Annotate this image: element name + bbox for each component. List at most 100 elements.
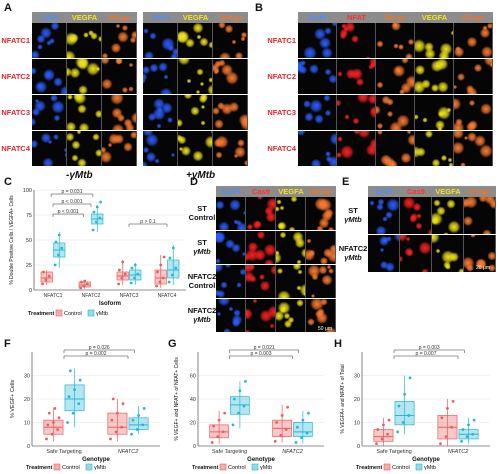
- panel-a-row-label: NFATC4: [1, 144, 30, 153]
- significance-bracket: [128, 223, 168, 227]
- data-point: [110, 418, 114, 422]
- data-point: [92, 210, 96, 214]
- panel-e-channel-cas9: Cas9: [400, 186, 432, 197]
- x-tick-label: NFATC3: [120, 293, 139, 299]
- data-point: [121, 402, 125, 406]
- significance-bracket: [50, 193, 94, 197]
- panel-a-minus-channel-dapi: DAPI: [32, 12, 67, 23]
- x-tick-label: NFATC2: [82, 293, 101, 299]
- panel-e-row-label: ST γMtb: [344, 206, 362, 224]
- legend-item: Control: [64, 311, 82, 317]
- p-value-label: p = 0.002: [86, 351, 107, 357]
- panel-label-d: D: [190, 176, 198, 188]
- data-point: [57, 233, 61, 237]
- y-axis-title: % VEGF+ and NFAT+ of NFAT+ Cells: [174, 357, 180, 441]
- legend-item: γMtb: [260, 465, 272, 471]
- data-point: [407, 414, 411, 417]
- panel-label-e: E: [342, 176, 350, 188]
- p-value-label: p = 0.021: [254, 345, 275, 351]
- data-point: [279, 434, 283, 437]
- data-point: [114, 430, 118, 434]
- data-point: [439, 442, 442, 446]
- data-point: [131, 418, 135, 422]
- legend-swatch: [55, 309, 63, 317]
- data-point: [155, 284, 158, 288]
- data-point: [450, 425, 454, 429]
- data-point: [109, 437, 112, 441]
- panel-b-image-tile: [376, 59, 415, 94]
- data-point: [237, 411, 240, 415]
- data-point: [130, 432, 133, 436]
- panel-a-image-tile: [143, 59, 178, 94]
- data-point: [295, 425, 299, 429]
- data-point: [141, 423, 145, 427]
- legend-swatch: [85, 463, 93, 471]
- panel-d-image-tile: [306, 265, 336, 298]
- legend-swatch: [87, 309, 95, 317]
- panel-b-channel-nfat: NFAT: [337, 12, 376, 23]
- box: [167, 259, 180, 279]
- panel-d-row-label: ST γMtb: [193, 238, 211, 256]
- data-point: [168, 256, 172, 260]
- panel-b-channel-vegfa: VEGFA: [415, 12, 454, 23]
- data-point: [375, 442, 378, 446]
- panel-b-row-label: NFATC1: [267, 36, 296, 45]
- panel-b-image-tile: [415, 23, 454, 58]
- data-point: [47, 274, 51, 278]
- significance-bracket: [52, 203, 92, 207]
- y-tick-label: 0: [27, 444, 30, 450]
- data-point: [216, 435, 220, 438]
- data-point: [123, 272, 127, 276]
- panel-d-image-tile: [246, 265, 276, 298]
- box: [394, 400, 415, 426]
- data-point: [460, 439, 463, 443]
- panel-e-image-tile: [368, 197, 400, 234]
- x-tick-label: Safe Targeting: [376, 449, 411, 455]
- data-point: [446, 407, 449, 410]
- panel-d-image-tile: [276, 265, 306, 298]
- data-point: [401, 421, 405, 424]
- panel-label-g: G: [168, 338, 177, 350]
- data-point: [57, 253, 60, 257]
- panel-d-image-tile: [276, 197, 306, 230]
- significance-bracket: [229, 349, 300, 353]
- data-point: [129, 281, 133, 285]
- panel-b-channel-merge: Merge: [454, 12, 493, 23]
- panel-e-channel-dapi: DAPI: [368, 186, 400, 197]
- data-point: [387, 418, 391, 422]
- panel-a-image-tile: [213, 131, 248, 166]
- data-point: [472, 418, 476, 422]
- panel-label-c: C: [4, 176, 12, 188]
- data-point: [66, 421, 69, 424]
- panel-d-channel-merge: Merge: [306, 186, 336, 197]
- significance-bracket: [393, 349, 465, 353]
- panel-e-image-tile: [432, 197, 464, 234]
- data-point: [286, 405, 290, 409]
- panel-a-image-tile: [178, 95, 213, 130]
- data-point: [133, 263, 137, 267]
- panel-b-image-tile: [298, 23, 337, 58]
- significance-bracket: [229, 355, 293, 359]
- data-point: [50, 432, 54, 436]
- data-point: [77, 402, 81, 406]
- data-point: [284, 428, 288, 431]
- panel-d-image-tile: [216, 265, 246, 298]
- panel-d-channel-header: DAPI Cas9 VEGFA Merge: [216, 186, 336, 197]
- legend-swatch: [383, 463, 391, 471]
- panel-b-row-label: NFATC4: [267, 144, 296, 153]
- panel-e-image-tile: [464, 235, 496, 272]
- data-point: [121, 260, 125, 264]
- data-point: [117, 282, 120, 286]
- panel-a-image-tile: [102, 95, 137, 130]
- panel-a-plus-channel-dapi: DAPI: [143, 12, 178, 23]
- data-point: [159, 263, 163, 267]
- y-tick-label: 50: [26, 238, 32, 244]
- significance-bracket: [63, 349, 135, 353]
- data-point: [444, 435, 448, 438]
- data-point: [171, 246, 175, 250]
- panel-d-channel-vegfa: VEGFA: [276, 186, 306, 197]
- data-point: [120, 276, 124, 280]
- data-point: [403, 392, 406, 396]
- panel-d-channel-dapi: DAPI: [216, 186, 246, 197]
- panel-a-image-tile: [213, 59, 248, 94]
